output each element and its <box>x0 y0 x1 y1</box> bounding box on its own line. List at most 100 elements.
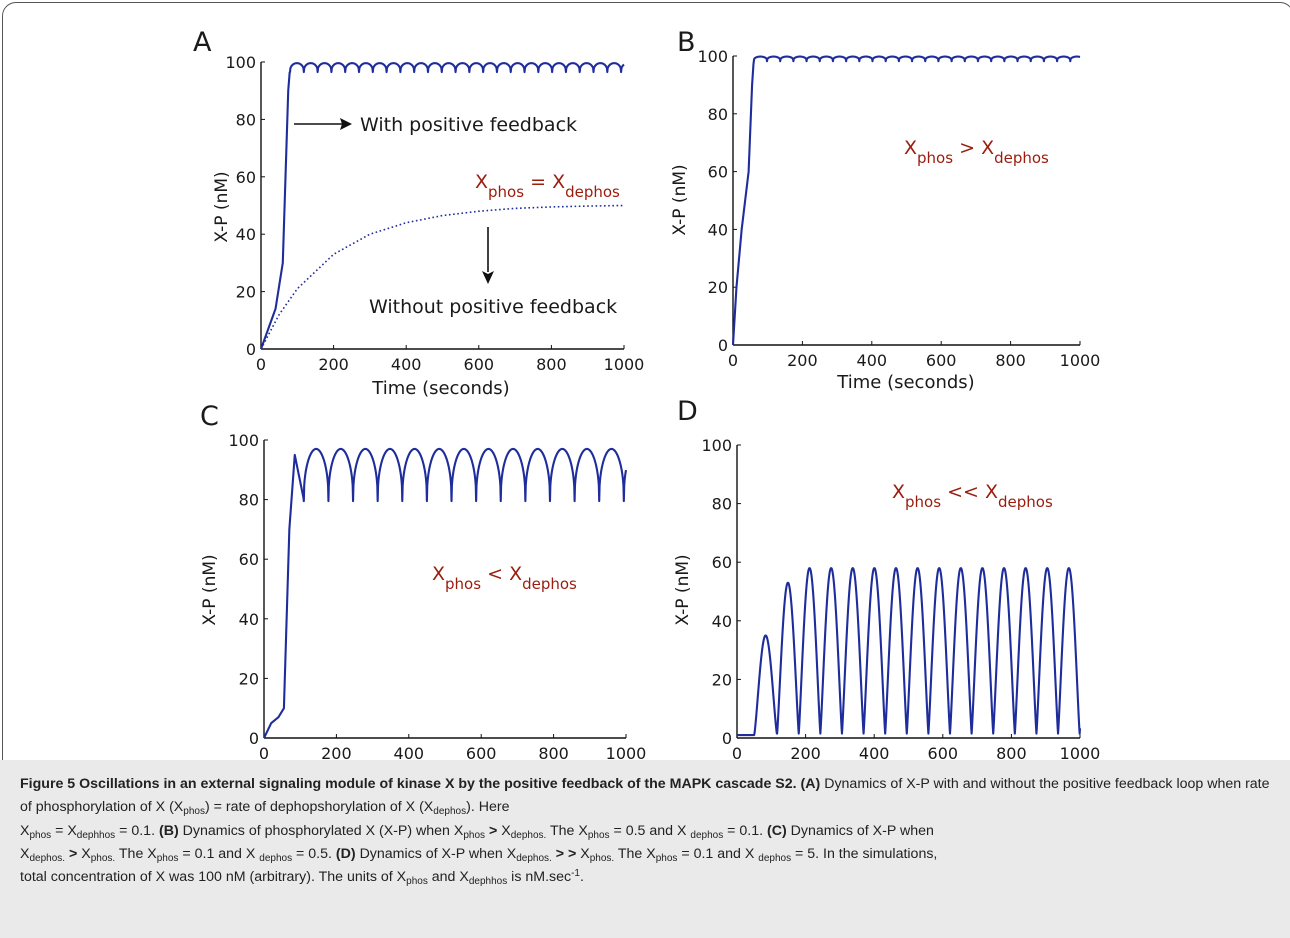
y-axis-label: X-P (nM) <box>670 164 690 235</box>
caption-subscript: dephhos <box>76 829 116 841</box>
y-tick-label: 60 <box>708 163 728 182</box>
caption-subscript: phos <box>463 829 486 841</box>
y-tick-label: 40 <box>712 612 732 631</box>
y-tick-label: 100 <box>225 53 256 72</box>
condition-annotation: Xphos = Xdephos <box>475 171 620 201</box>
y-tick-label: 40 <box>239 610 259 629</box>
caption-operator: > <box>489 822 498 839</box>
caption-text: ). Here <box>466 799 510 816</box>
panel-letter-b: B <box>677 27 696 58</box>
caption-text: X <box>580 845 590 862</box>
x-tick-label: 0 <box>728 351 738 370</box>
caption-text: Dynamics of phosphorylated X (X-P) when … <box>182 822 464 839</box>
caption-operator: > <box>69 845 78 862</box>
x-axis-label: Time (seconds) <box>371 378 509 399</box>
caption-text: = 0.1. <box>723 822 764 839</box>
panel-d: D02004006008001000020406080100Time (seco… <box>673 396 1100 760</box>
x-tick-label: 200 <box>790 744 821 760</box>
y-tick-label: 100 <box>228 431 259 450</box>
y-tick-label: 20 <box>236 283 256 302</box>
x-tick-label: 400 <box>857 351 888 370</box>
y-tick-label: 0 <box>246 340 256 359</box>
caption-subscript: phos <box>29 829 52 841</box>
condition-base: X <box>904 137 917 159</box>
caption-label-d: (D) <box>335 845 356 862</box>
caption-label-c: (C) <box>767 822 787 839</box>
caption-text: = 0.5 and X <box>609 822 691 839</box>
condition-sub-dephos: dephos <box>998 493 1053 511</box>
y-tick-label: 100 <box>697 47 728 66</box>
caption-text: = 0.5. <box>292 845 332 862</box>
condition-annotation: Xphos << Xdephos <box>892 481 1053 511</box>
x-tick-label: 800 <box>536 355 567 374</box>
condition-sub-dephos: dephos <box>994 149 1049 167</box>
caption-text: ) = rate of dephopshorylation of X (X <box>204 799 434 816</box>
condition-base: X <box>432 563 445 585</box>
condition-operator: < <box>481 563 509 585</box>
caption-text: Dynamics of X-P when X <box>359 845 517 862</box>
condition-base: X <box>552 171 565 193</box>
condition-sub-dephos: dephos <box>522 575 577 593</box>
y-tick-label: 20 <box>239 669 259 688</box>
condition-operator: > <box>953 137 981 159</box>
caption-text: and X <box>427 869 469 886</box>
y-tick-label: 40 <box>236 225 256 244</box>
panel-letter-c: C <box>200 401 219 432</box>
caption-subscript: dephos. <box>516 852 552 864</box>
caption-subscript: phos <box>655 852 678 864</box>
caption-text: = X <box>51 822 77 839</box>
condition-operator: << <box>941 481 985 503</box>
condition-sub-dephos: dephos <box>565 183 620 201</box>
condition-base: X <box>892 481 905 503</box>
y-axis-label: X-P (nM) <box>200 554 220 625</box>
y-tick-label: 60 <box>236 168 256 187</box>
caption-text: The X <box>546 822 588 839</box>
x-tick-label: 600 <box>928 744 959 760</box>
caption-text: X <box>20 822 30 839</box>
caption-text: The X <box>115 845 157 862</box>
caption-operator: > > <box>555 845 577 862</box>
condition-sub-phos: phos <box>488 183 524 201</box>
condition-annotation: Xphos < Xdephos <box>432 563 577 593</box>
caption-subscript: dephos <box>433 806 467 818</box>
caption-subscript: phos. <box>589 852 615 864</box>
x-tick-label: 200 <box>318 355 349 374</box>
x-tick-label: 800 <box>996 744 1027 760</box>
caption-text: = 5. In the simulations, <box>791 845 938 862</box>
y-tick-label: 0 <box>718 336 728 355</box>
y-tick-label: 0 <box>722 729 732 748</box>
condition-sub-phos: phos <box>905 493 941 511</box>
series-line-a-0 <box>260 62 625 350</box>
x-tick-label: 0 <box>732 744 742 760</box>
caption-subscript: dephos. <box>510 829 547 841</box>
caption-subscript: phos <box>406 876 428 888</box>
condition-base: X <box>509 563 522 585</box>
x-tick-label: 600 <box>926 351 957 370</box>
caption-text: is nM.sec <box>507 869 572 886</box>
y-tick-label: 20 <box>708 278 728 297</box>
x-tick-label: 1000 <box>606 744 647 760</box>
caption-subscript: dephos. <box>29 852 66 864</box>
caption-text: . <box>580 869 584 886</box>
panel-letter-d: D <box>677 396 698 427</box>
caption-subscript: phos <box>156 852 179 864</box>
y-tick-label: 20 <box>712 670 732 689</box>
panel-a: A 0 200 400 600 800 1000 0 20 40 60 80 100 Time (seco… <box>193 27 644 399</box>
condition-operator: = <box>524 171 552 193</box>
panel-c: C02004006008001000020406080100Time (seco… <box>200 401 646 760</box>
series-line-c-0 <box>263 447 628 739</box>
caption-text: X <box>20 845 30 862</box>
condition-base: X <box>981 137 994 159</box>
x-tick-label: 400 <box>391 355 422 374</box>
y-axis-label: X-P (nM) <box>212 171 232 242</box>
label-with-positive-feedback: With positive feedback <box>360 114 577 136</box>
caption-subscript: dephhos <box>468 876 508 888</box>
condition-sub-phos: phos <box>445 575 481 593</box>
x-tick-label: 600 <box>466 744 497 760</box>
x-tick-label: 400 <box>859 744 890 760</box>
caption-text: = 0.1 and X <box>178 845 260 862</box>
condition-base: X <box>985 481 998 503</box>
caption-text: = 0.1. <box>115 822 156 839</box>
x-tick-label: 200 <box>321 744 352 760</box>
